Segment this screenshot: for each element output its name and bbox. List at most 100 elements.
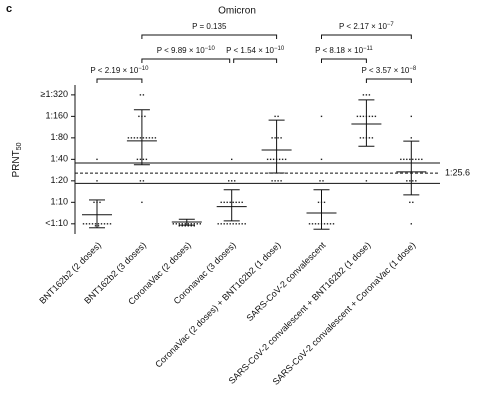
data-point [368, 115, 371, 118]
data-point [418, 158, 420, 161]
data-point [317, 223, 320, 225]
data-point [409, 180, 411, 182]
data-point [320, 115, 323, 118]
comparison-label: P < 3.57 × 10−8 [361, 66, 416, 76]
data-point [266, 158, 269, 161]
data-point [178, 225, 180, 227]
comparison-label: P < 2.17 × 10−7 [339, 22, 394, 32]
data-point [139, 137, 142, 139]
data-point [96, 180, 98, 182]
data-point [362, 115, 365, 118]
data-point [272, 158, 275, 161]
data-point [412, 201, 414, 204]
data-point [231, 158, 233, 161]
y-tick-label: 1:20 [50, 175, 68, 185]
data-point [406, 180, 408, 182]
data-point [229, 223, 231, 225]
data-point [410, 137, 412, 139]
data-point [94, 225, 97, 227]
y-tick-label: ≥1:320 [41, 89, 68, 99]
y-tick-label: 1:160 [45, 111, 68, 121]
data-point [85, 223, 88, 225]
data-point [412, 158, 414, 161]
data-point [278, 158, 281, 161]
data-point [223, 201, 225, 204]
comparison-label: P = 0.135 [192, 22, 227, 31]
data-point [151, 137, 154, 139]
data-point [93, 201, 95, 204]
comparison-text: P < 2.17 × 10 [339, 22, 387, 31]
chart-title: Omicron [218, 6, 256, 17]
data-point [274, 180, 276, 182]
comparison-exponent: −11 [363, 46, 373, 52]
data-point [97, 225, 100, 227]
comparison-exponent: −10 [138, 66, 149, 72]
data-point [326, 223, 329, 225]
data-point [142, 137, 145, 139]
data-point [109, 223, 112, 225]
data-point [314, 223, 317, 225]
data-point [277, 137, 279, 139]
data-point [139, 180, 142, 182]
data-point [181, 223, 183, 225]
data-point [323, 223, 326, 225]
data-point [238, 201, 240, 204]
comparison-bracket [321, 58, 367, 63]
data-point [142, 94, 145, 96]
data-point [88, 223, 91, 225]
data-point [238, 223, 240, 225]
y-tick-label: <1:10 [45, 218, 68, 228]
data-point [217, 223, 219, 225]
data-point [82, 223, 85, 225]
data-point [139, 94, 142, 96]
data-point [199, 223, 201, 225]
data-point [138, 115, 140, 118]
data-point [244, 223, 246, 225]
data-point [234, 180, 236, 182]
comparison-label: P < 9.89 × 10−10 [157, 46, 216, 56]
comparison-bracket [96, 78, 143, 83]
comparison-exponent: −8 [409, 66, 417, 72]
data-point [241, 201, 243, 204]
data-point [226, 223, 228, 225]
data-point [97, 223, 100, 225]
data-point [223, 223, 225, 225]
data-point [271, 180, 273, 182]
data-point [359, 137, 362, 139]
data-point [374, 115, 377, 118]
y-tick-label: 1:40 [50, 154, 68, 164]
comparison-exponent: −7 [387, 22, 395, 28]
data-point [371, 115, 374, 118]
data-point [421, 158, 423, 161]
data-point [365, 180, 368, 182]
y-tick-label: 1:80 [50, 132, 68, 142]
comparison-exponent: −10 [205, 46, 216, 52]
comparison-text: P < 2.19 × 10 [90, 66, 138, 75]
comparison-label: P < 8.18 × 10−11 [315, 46, 373, 56]
data-point [415, 180, 417, 182]
data-point [400, 158, 402, 161]
data-point [406, 158, 408, 161]
y-axis-label: PRNT50 [11, 142, 23, 177]
comparison-bracket [141, 34, 278, 39]
data-point [91, 223, 94, 225]
data-point [362, 94, 365, 96]
data-point [403, 158, 405, 161]
data-point [409, 201, 411, 204]
data-point [175, 223, 177, 225]
data-point [127, 137, 130, 139]
data-point [229, 201, 231, 204]
data-point [359, 115, 362, 118]
data-point [412, 180, 414, 182]
data-point [410, 115, 412, 118]
data-point [365, 94, 368, 96]
data-point [274, 137, 276, 139]
data-point [145, 158, 148, 161]
data-point [184, 225, 186, 227]
data-point [368, 94, 371, 96]
data-point [274, 115, 276, 118]
data-point [142, 180, 145, 182]
data-point [231, 180, 233, 182]
data-point [136, 137, 139, 139]
